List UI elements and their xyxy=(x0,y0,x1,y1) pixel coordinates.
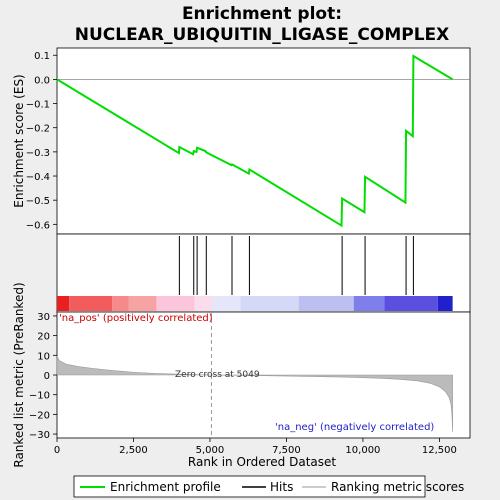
xtick-label: 10,000 xyxy=(345,445,380,456)
neg-correlated-label: 'na_neg' (negatively correlated) xyxy=(275,422,434,433)
es-ytick-label: 0.0 xyxy=(34,75,50,86)
colorbar-segment-9 xyxy=(298,296,354,311)
colorbar xyxy=(57,296,453,311)
legend-label-enrichment: Enrichment profile xyxy=(110,480,221,494)
colorbar-segment-7 xyxy=(211,296,241,311)
metric-ytick-label: −30 xyxy=(29,430,50,441)
colorbar-segment-10 xyxy=(353,296,385,311)
legend-label-hits: Hits xyxy=(270,480,293,494)
colorbar-segment-3 xyxy=(112,296,129,311)
es-ytick-label: −0.2 xyxy=(26,124,50,135)
hits-layer xyxy=(178,236,414,295)
metric-ytick-label: 20 xyxy=(37,332,50,343)
es-panel xyxy=(56,47,471,235)
es-ytick-label: 0.1 xyxy=(34,51,50,62)
colorbar-segment-5 xyxy=(156,296,195,311)
metric-ytick-label: 0 xyxy=(44,371,50,382)
chart-title-line2: NUCLEAR_UBIQUITIN_LIGASE_COMPLEX xyxy=(75,25,450,45)
metric-ytick-label: 30 xyxy=(37,312,50,323)
es-ytick-label: −0.1 xyxy=(26,100,50,111)
legend-label-metric: Ranking metric scores xyxy=(331,480,464,494)
xtick-label: 5,000 xyxy=(196,445,225,456)
colorbar-segment-12 xyxy=(437,296,453,311)
colorbar-segment-11 xyxy=(384,296,438,311)
chart-title-line1: Enrichment plot: xyxy=(182,4,342,24)
es-ytick-label: −0.6 xyxy=(26,220,50,231)
legend: Enrichment profile Hits Ranking metric s… xyxy=(73,475,464,498)
axes-layer: 0.1 0.0 −0.1 −0.2 −0.3 −0.4 −0.5 −0.6 30 20 10 0 −10… xyxy=(26,51,457,456)
colorbar-segment-6 xyxy=(194,296,212,311)
ranking-metric-area xyxy=(56,356,453,433)
x-axis-label: Rank in Ordered Dataset xyxy=(188,455,336,469)
metric-layer xyxy=(56,312,453,438)
es-ytick-label: −0.5 xyxy=(26,196,50,207)
colorbar-segment-4 xyxy=(128,296,157,311)
xtick-label: 2,500 xyxy=(119,445,148,456)
es-ytick-label: −0.4 xyxy=(26,172,50,183)
metric-ytick-label: 10 xyxy=(37,351,50,362)
es-y-axis-label: Enrichment score (ES) xyxy=(12,74,26,207)
metric-ytick-label: −20 xyxy=(29,410,50,421)
metric-ytick-label: −10 xyxy=(29,391,50,402)
xtick-label: 12,500 xyxy=(422,445,457,456)
xtick-label: 7,500 xyxy=(272,445,301,456)
metric-y-axis-label: Ranked list metric (PreRanked) xyxy=(12,282,26,467)
colorbar-segment-2 xyxy=(69,296,113,311)
xtick-label: 0 xyxy=(54,445,60,456)
enrichment-profile-line xyxy=(56,54,454,228)
es-ytick-label: −0.3 xyxy=(26,148,50,159)
zero-cross-label: Zero cross at 5049 xyxy=(175,370,260,380)
pos-correlated-label: 'na_pos' (positively correlated) xyxy=(59,313,213,324)
colorbar-segment-8 xyxy=(240,296,299,311)
colorbar-segment-1 xyxy=(57,296,70,311)
es-layer xyxy=(56,54,470,228)
